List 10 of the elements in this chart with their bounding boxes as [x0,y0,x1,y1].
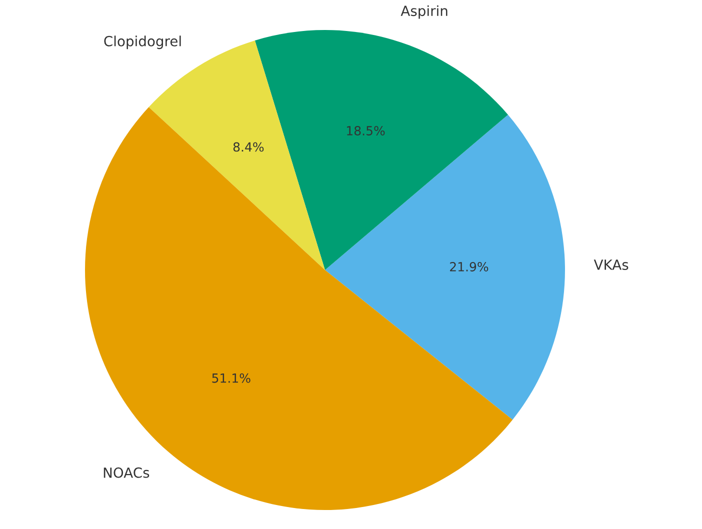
slice-label: VKAs [594,260,628,270]
data-label: 18.5% [347,126,385,136]
pie-slice [85,107,513,510]
data-label: 8.4% [233,142,264,152]
slice-label: Clopidogrel [104,36,181,50]
data-label: 51.1% [212,373,250,383]
slice-label: Aspirin [400,5,448,19]
slice-label: NOACs [104,467,150,478]
data-label: 21.9% [450,262,488,272]
pie-slice [325,114,565,420]
